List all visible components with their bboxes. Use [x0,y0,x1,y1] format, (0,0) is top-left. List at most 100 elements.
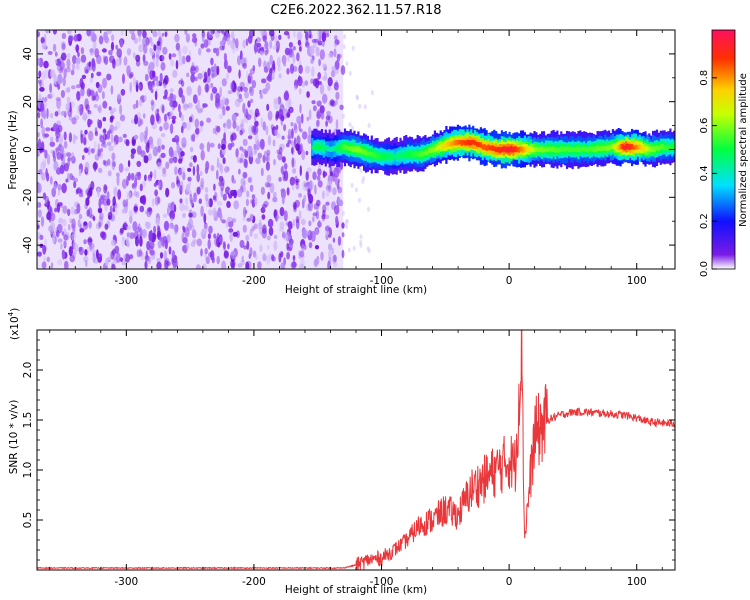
track-cell [644,146,647,152]
noise-dot [290,140,295,146]
track-cell [363,149,366,155]
noise-dot [261,78,267,84]
noise-dot [200,43,205,49]
noise-dot [178,158,183,164]
noise-dot [38,57,44,68]
noise-dot [247,75,251,84]
y-tick-label: 2.0 [22,362,34,379]
noise-dot [264,181,271,188]
noise-dot [44,133,49,138]
noise-dot [240,177,246,187]
noise-dot [218,236,223,244]
noise-dot [238,69,241,79]
noise-dot [172,69,178,79]
noise-dot [341,222,345,229]
noise-dot [231,218,237,223]
noise-dot [207,209,214,216]
noise-dot [41,71,46,81]
noise-dot [90,76,93,84]
noise-dot [106,198,111,206]
noise-dot [40,118,43,129]
signal-track [311,124,675,176]
noise-dot [267,73,273,83]
noise-dot [150,99,155,106]
noise-dot [89,48,94,56]
noise-dot [52,124,57,131]
colorbar-gradient [711,29,736,270]
noise-dot [132,221,138,232]
noise-dot [253,42,258,53]
noise-dot [197,99,200,109]
noise-dot [182,212,186,218]
noise-dot [154,195,160,206]
noise-dot [174,33,180,43]
track-cell [454,139,458,146]
noise-dot [115,44,118,50]
noise-dot [267,218,274,228]
noise-dot [108,106,112,111]
noise-dot [212,195,216,201]
x-tick-label: -100 [370,576,394,588]
noise-dot [279,221,285,230]
noise-dot [298,64,303,74]
noise-dot [102,117,107,122]
noise-dot [286,251,290,260]
noise-dot [88,130,94,141]
noise-dot [329,50,334,58]
noise-dot [170,201,176,213]
noise-dot [308,180,314,191]
noise-dot [245,234,250,241]
track-cell [372,151,375,158]
track-cell [600,146,603,152]
noise-dot [138,81,143,91]
noise-dot [335,91,340,100]
noise-dot [163,113,168,122]
track-cell [606,145,609,151]
noise-dot [322,190,325,200]
noise-dot [79,107,83,116]
snr-multiplier-close: ) [9,308,21,312]
noise-dot [208,225,213,234]
noise-dot [41,126,46,137]
noise-dot [140,150,146,158]
noise-dot [196,238,202,247]
noise-dot [152,75,159,82]
noise-dot [56,230,60,238]
noise-dot [157,30,161,38]
track-cell [370,152,373,157]
noise-dot [192,94,198,104]
noise-dot [168,53,172,60]
noise-dot [42,244,47,255]
track-cell [342,144,345,151]
noise-dot [129,30,135,35]
noise-dot [142,180,147,188]
noise-dot [171,53,177,58]
noise-dot [87,110,92,115]
noise-dot [246,190,250,198]
noise-dot [258,57,262,68]
noise-dot [170,224,176,230]
noise-dot [133,203,139,214]
track-cell [627,144,630,150]
track-cell [458,139,461,145]
noise-dot [266,47,269,54]
noise-dot [326,110,331,117]
noise-dot [64,231,70,241]
noise-dot [251,198,256,208]
noise-dot [162,167,167,175]
noise-dot [104,55,109,65]
noise-dot [218,180,222,187]
noise-dot [313,38,319,43]
noise-dot [225,105,230,111]
noise-dot [325,115,331,121]
noise-dot [306,91,310,98]
spectrogram-xlabel: Height of straight line (km) [285,284,427,296]
noise-dot [48,216,52,223]
noise-dot [115,252,121,263]
noise-dot [105,257,109,267]
noise-dot [43,256,47,262]
noise-dot [269,182,275,194]
noise-dot [71,218,76,230]
noise-dot [65,102,70,112]
